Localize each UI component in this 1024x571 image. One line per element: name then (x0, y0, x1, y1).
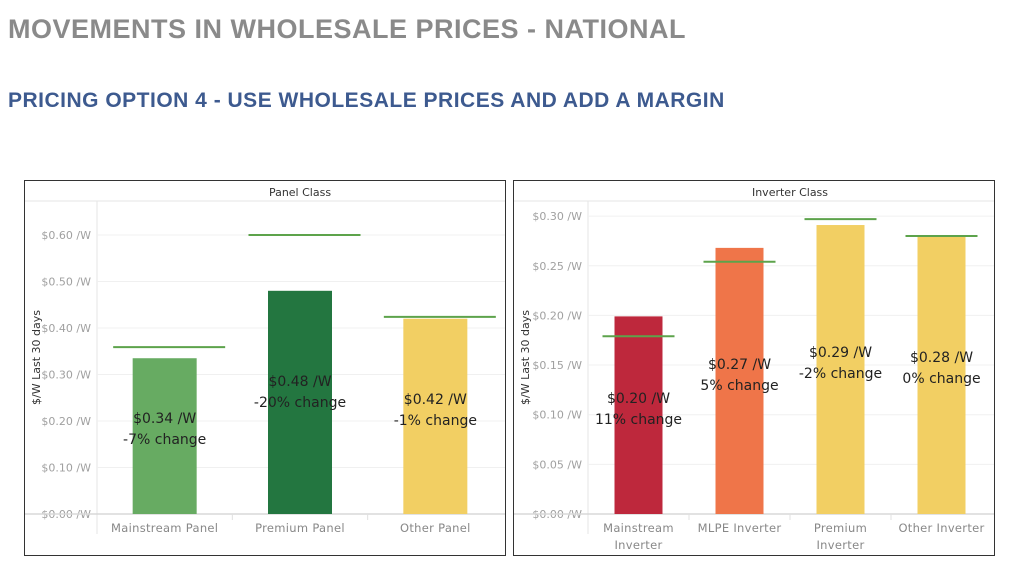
y-tick-label: $0.15 /W (532, 359, 582, 372)
y-axis-label: $/W Last 30 days (519, 310, 532, 405)
data-label-price: $0.29 /W (809, 345, 872, 361)
inverter-class-chart: Inverter Class $0.00 /W $0.05 /W $0.10 /W $0… (513, 180, 995, 556)
bar (268, 290, 332, 514)
data-label-price: $0.27 /W (708, 357, 771, 373)
data-label-change: 11% change (595, 412, 682, 428)
y-tick-label: $0.30 /W (41, 369, 91, 382)
chart-title: Inverter Class (752, 186, 828, 199)
panel-class-chart: Panel Class $0.00 /W $0.10 /W $0.20 /W $0.30… (24, 180, 506, 556)
bar (614, 316, 663, 514)
x-tick-label: Inverter (614, 538, 662, 552)
data-label-price: $0.42 /W (404, 392, 467, 408)
x-tick-label: Mainstream Panel (111, 521, 218, 535)
panel-class-svg: Panel Class$0.00 /W$0.10 /W$0.20 /W$0.30… (25, 186, 505, 535)
bar (403, 318, 468, 514)
inverter-class-svg: Inverter Class$0.00 /W$0.05 /W$0.10 /W$0… (514, 186, 994, 552)
x-tick-label: Mainstream (603, 521, 674, 535)
y-tick-label: $0.10 /W (532, 409, 582, 422)
x-tick-label: Inverter (816, 538, 864, 552)
y-tick-label: $0.30 /W (532, 210, 582, 223)
y-tick-label: $0.20 /W (532, 309, 582, 322)
data-label-change: -20% change (254, 395, 346, 411)
chart-title: Panel Class (269, 186, 331, 199)
data-label-price: $0.34 /W (133, 411, 196, 427)
y-tick-label: $0.40 /W (41, 322, 91, 335)
data-label-change: 5% change (700, 378, 778, 394)
y-tick-label: $0.60 /W (41, 229, 91, 242)
x-tick-label: Premium (814, 521, 867, 535)
bar (715, 247, 764, 514)
x-tick-label: Premium Panel (255, 521, 345, 535)
data-label-price: $0.48 /W (268, 374, 331, 390)
bar (816, 225, 865, 515)
y-tick-label: $0.10 /W (41, 462, 91, 475)
data-label-change: -2% change (799, 366, 882, 382)
data-label-price: $0.20 /W (607, 391, 670, 407)
y-tick-label: $0.20 /W (41, 415, 91, 428)
page-title: MOVEMENTS IN WHOLESALE PRICES - NATIONAL (8, 14, 687, 44)
bar (132, 358, 197, 514)
y-tick-label: $0.05 /W (532, 458, 582, 471)
data-label-price: $0.28 /W (910, 350, 973, 366)
y-axis-label: $/W Last 30 days (30, 310, 43, 405)
data-label-change: 0% change (902, 371, 980, 387)
x-tick-label: MLPE Inverter (698, 521, 782, 535)
y-tick-label: $0.50 /W (41, 276, 91, 289)
bar (917, 235, 966, 514)
x-tick-label: Other Panel (400, 521, 471, 535)
data-label-change: -1% change (394, 413, 477, 429)
page-subtitle: PRICING OPTION 4 - USE WHOLESALE PRICES … (8, 89, 725, 112)
x-tick-label: Other Inverter (898, 521, 984, 535)
y-tick-label: $0.25 /W (532, 260, 582, 273)
data-label-change: -7% change (123, 432, 206, 448)
